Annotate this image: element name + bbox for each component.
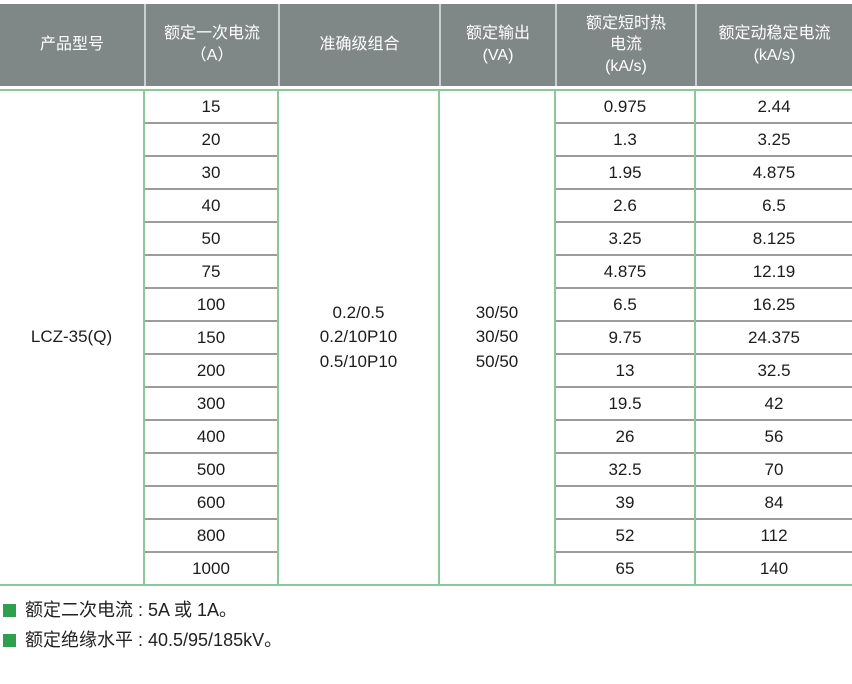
- cell-primary-current: 500: [144, 452, 279, 486]
- cell-dynamic-current: 32.5: [694, 353, 852, 387]
- table-row: 30 1.95 4.875: [0, 155, 852, 189]
- table-row: 400 26 56: [0, 419, 852, 453]
- cell-thermal-current: 9.75: [554, 320, 696, 354]
- datasheet-page: 产品型号 额定一次电流 （A） 准确级组合 额定输出 (VA) 额定短时热 电流…: [0, 4, 852, 655]
- cell-primary-current: 400: [144, 419, 279, 453]
- cell-dynamic-current: 24.375: [694, 320, 852, 354]
- cell-thermal-current: 4.875: [554, 254, 696, 288]
- table-row: 800 52 112: [0, 518, 852, 552]
- cell-primary-current: 20: [144, 122, 279, 156]
- cell-primary-current: 150: [144, 320, 279, 354]
- cell-primary-current: 50: [144, 221, 279, 255]
- cell-dynamic-current: 42: [694, 386, 852, 420]
- cell-dynamic-current: 2.44: [694, 90, 852, 123]
- cell-primary-current: 40: [144, 188, 279, 222]
- cell-dynamic-current: 3.25: [694, 122, 852, 156]
- cell-primary-current: 300: [144, 386, 279, 420]
- table-row: 40 2.6 6.5: [0, 188, 852, 222]
- table-row: 300 19.5 42: [0, 386, 852, 420]
- cell-dynamic-current: 56: [694, 419, 852, 453]
- cell-dynamic-current: 70: [694, 452, 852, 486]
- cell-dynamic-current: 12.19: [694, 254, 852, 288]
- table-row: 20 1.3 3.25: [0, 122, 852, 156]
- cell-thermal-current: 6.5: [554, 287, 696, 321]
- table-row: 500 32.5 70: [0, 452, 852, 486]
- table-row: 150 9.75 24.375: [0, 320, 852, 354]
- cell-thermal-current: 2.6: [554, 188, 696, 222]
- cell-thermal-current: 26: [554, 419, 696, 453]
- spec-table: LCZ-35(Q) 15 0.2/0.5 0.2/10P10 0.5/10P10 30…: [0, 89, 852, 586]
- cell-dynamic-current: 112: [694, 518, 852, 552]
- cell-primary-current: 200: [144, 353, 279, 387]
- cell-thermal-current: 3.25: [554, 221, 696, 255]
- cell-dynamic-current: 4.875: [694, 155, 852, 189]
- cell-primary-current: 800: [144, 518, 279, 552]
- cell-thermal-current: 32.5: [554, 452, 696, 486]
- cell-dynamic-current: 140: [694, 551, 852, 585]
- cell-primary-current: 600: [144, 485, 279, 519]
- table-row: LCZ-35(Q) 15 0.2/0.5 0.2/10P10 0.5/10P10 30…: [0, 90, 852, 585]
- cell-dynamic-current: 8.125: [694, 221, 852, 255]
- header-rated-short-time-thermal-current: 额定短时热 电流 (kA/s): [555, 4, 695, 86]
- header-product-model: 产品型号: [39, 36, 104, 54]
- cell-primary-current: 75: [144, 254, 279, 288]
- cell-dynamic-current: 6.5: [694, 188, 852, 222]
- table-row: 1000 65 140: [0, 551, 852, 585]
- green-square-bullet-icon: [3, 634, 16, 647]
- footnote-rated-secondary-current: 额定二次电流 : 5A 或 1A。: [3, 595, 852, 625]
- green-square-bullet-icon: [3, 604, 16, 617]
- footnotes: 额定二次电流 : 5A 或 1A。 额定绝缘水平 : 40.5/95/185kV…: [0, 595, 852, 655]
- footnote-text: 额定二次电流 : 5A 或 1A。: [25, 600, 238, 620]
- cell-thermal-current: 39: [554, 485, 696, 519]
- header-accuracy-class-combination: 准确级组合: [278, 4, 439, 86]
- table-row: 75 4.875 12.19: [0, 254, 852, 288]
- table-header-row: 产品型号 额定一次电流 （A） 准确级组合 额定输出 (VA) 额定短时热 电流…: [0, 4, 852, 86]
- cell-primary-current: 30: [144, 155, 279, 189]
- cell-dynamic-current: 16.25: [694, 287, 852, 321]
- footnote-text: 额定绝缘水平 : 40.5/95/185kV。: [25, 630, 283, 650]
- cell-primary-current: 1000: [144, 551, 279, 585]
- cell-product-model: LCZ-35(Q): [0, 90, 145, 585]
- table-row: 100 6.5 16.25: [0, 287, 852, 321]
- cell-thermal-current: 19.5: [554, 386, 696, 420]
- table-row: 200 13 32.5: [0, 353, 852, 387]
- cell-accuracy-combination: 0.2/0.5 0.2/10P10 0.5/10P10: [277, 90, 440, 585]
- cell-primary-current: 15: [143, 90, 279, 123]
- cell-thermal-current: 1.95: [554, 155, 696, 189]
- table-row: 600 39 84: [0, 485, 852, 519]
- table-row: 50 3.25 8.125: [0, 221, 852, 255]
- cell-dynamic-current: 84: [694, 485, 852, 519]
- header-rated-output: 额定输出 (VA): [439, 4, 555, 86]
- cell-primary-current: 100: [144, 287, 279, 321]
- header-rated-primary-current: 额定一次电流 （A）: [144, 4, 278, 86]
- cell-thermal-current: 52: [554, 518, 696, 552]
- header-rated-dynamic-stability-current: 额定动稳定电流 (kA/s): [695, 4, 852, 86]
- cell-thermal-current: 65: [554, 551, 696, 585]
- cell-rated-output: 30/50 30/50 50/50: [438, 90, 556, 585]
- cell-thermal-current: 0.975: [554, 90, 696, 123]
- cell-thermal-current: 13: [554, 353, 696, 387]
- footnote-rated-insulation-level: 额定绝缘水平 : 40.5/95/185kV。: [3, 625, 852, 655]
- cell-thermal-current: 1.3: [554, 122, 696, 156]
